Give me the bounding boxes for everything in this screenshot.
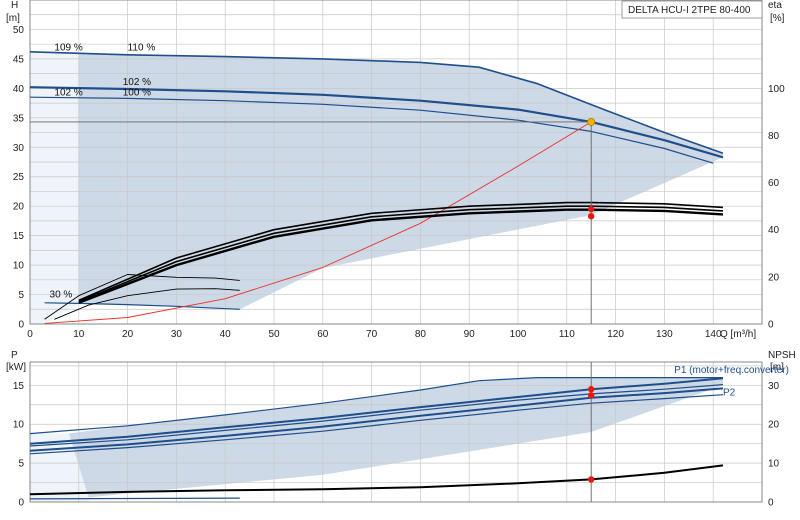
- x-tick-label: 70: [366, 329, 378, 340]
- legend-label: P2: [723, 387, 736, 398]
- title-box: [621, 0, 763, 19]
- series-line: [78, 205, 724, 303]
- y-right-tick-label: 20: [768, 420, 780, 431]
- curve-speed-label: 110 %: [128, 43, 156, 54]
- y-tick-label: 50: [13, 25, 25, 36]
- operating-envelope: [78, 53, 723, 310]
- legend-label: P1 (motor+freq.converter): [674, 365, 789, 376]
- x-tick-label: 120: [607, 329, 624, 340]
- curve-speed-label: 30 %: [50, 289, 73, 300]
- series-line: [78, 201, 724, 302]
- y-right-tick-label: 40: [768, 225, 780, 236]
- plot-frame: [29, 0, 763, 325]
- x-tick-label: 110: [559, 329, 575, 340]
- x-tick-label: 90: [464, 329, 476, 340]
- x-tick-label: 0: [27, 329, 33, 340]
- x-tick-label: 60: [317, 329, 329, 340]
- curve-speed-label: 102 %: [123, 77, 151, 88]
- y-tick-label: 10: [13, 420, 25, 431]
- y-right-axis-label: NPSH: [768, 350, 796, 361]
- y-right-axis-unit: [%]: [770, 13, 785, 24]
- series-line: [78, 208, 724, 304]
- y-tick-label: 10: [13, 261, 25, 272]
- x-tick-label: 50: [268, 329, 280, 340]
- series-line: [29, 387, 724, 452]
- y-axis-unit: [kW]: [6, 362, 26, 373]
- power-panel: [29, 361, 763, 503]
- y-tick-label: 30: [13, 143, 25, 154]
- min-speed-zone: [30, 53, 79, 324]
- x-tick-label: 40: [220, 329, 232, 340]
- y-right-axis-label: eta: [768, 0, 782, 11]
- y-right-tick-label: 10: [768, 459, 780, 470]
- x-tick-label: 80: [415, 329, 427, 340]
- y-right-tick-label: 100: [768, 84, 785, 95]
- series-line: [29, 394, 724, 455]
- y-tick-label: 35: [13, 113, 25, 124]
- y-tick-label: 25: [13, 172, 25, 183]
- series-line: [29, 497, 240, 500]
- y-tick-label: 5: [18, 290, 24, 301]
- y-tick-label: 20: [13, 202, 25, 213]
- series-line: [29, 51, 724, 154]
- power-duty-point: [588, 476, 595, 483]
- curve-speed-label: 109 %: [54, 43, 82, 54]
- curve-speed-label: 100 %: [123, 87, 151, 98]
- x-tick-label: 20: [122, 329, 134, 340]
- series-line: [29, 377, 723, 435]
- y-tick-label: 15: [13, 231, 25, 242]
- series-line: [29, 377, 724, 445]
- y-tick-label: 0: [18, 498, 24, 509]
- power-duty-point: [588, 386, 595, 393]
- y-axis-unit: [m]: [6, 13, 20, 24]
- series-line: [44, 274, 240, 320]
- eta-duty-point: [588, 212, 595, 220]
- y-right-tick-label: 20: [768, 272, 780, 283]
- series-line: [44, 121, 592, 324]
- plot-frame: [29, 361, 763, 503]
- x-tick-label: 30: [171, 329, 183, 340]
- x-tick-label: 140: [705, 329, 722, 340]
- power-duty-point: [588, 392, 595, 399]
- y-axis-label: H: [11, 0, 18, 11]
- y-right-tick-label: 80: [768, 131, 780, 142]
- x-tick-label: 100: [510, 329, 527, 340]
- y-tick-label: 5: [18, 459, 24, 470]
- y-right-tick-label: 60: [768, 178, 780, 189]
- y-tick-label: 45: [13, 54, 25, 65]
- y-tick-label: 0: [18, 320, 24, 331]
- y-axis-label: P: [11, 350, 18, 361]
- duty-point: [587, 117, 596, 126]
- head-panel: [29, 0, 763, 325]
- x-tick-label: 130: [656, 329, 673, 340]
- series-line: [29, 384, 724, 447]
- series-line: [29, 96, 714, 164]
- x-tick-label: 10: [73, 329, 85, 340]
- curve-speed-label: 102 %: [54, 87, 82, 98]
- series-line: [29, 464, 724, 496]
- y-right-tick-label: 0: [768, 498, 774, 509]
- y-right-axis-unit: [m]: [770, 362, 784, 373]
- operating-envelope: [69, 377, 723, 498]
- series-line: [29, 86, 724, 159]
- y-tick-label: 40: [13, 84, 25, 95]
- y-tick-label: 15: [13, 381, 25, 392]
- chart-title: DELTA HCU-I 2TPE 80-400: [628, 5, 751, 16]
- y-right-tick-label: 0: [768, 320, 774, 331]
- y-right-tick-label: 30: [768, 381, 780, 392]
- eta-duty-point: [588, 205, 595, 213]
- series-line: [54, 288, 240, 320]
- x-axis-label: Q [m³/h]: [720, 329, 756, 340]
